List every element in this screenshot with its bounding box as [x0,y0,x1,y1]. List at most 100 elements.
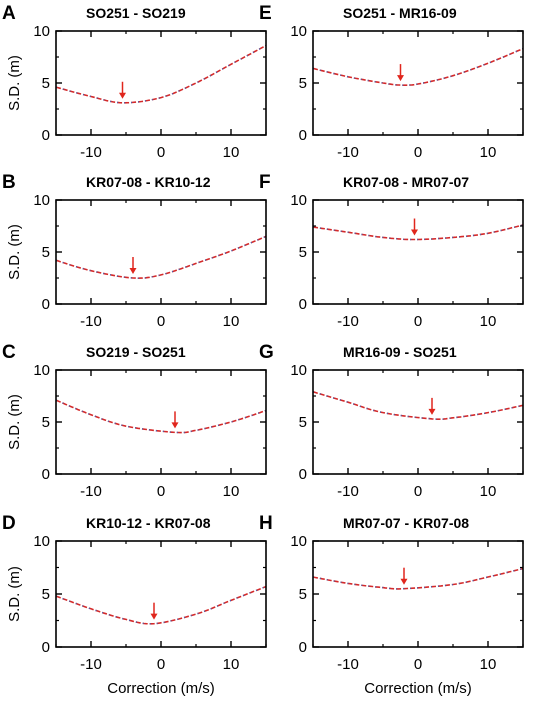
sd-curve [55,44,267,104]
y-tick-label: 10 [290,23,307,40]
x-tick-label: -10 [337,656,359,673]
y-axis-label: S.D. (m) [6,224,23,280]
minimum-arrow [428,397,436,415]
x-tick-label: 0 [414,483,422,500]
y-tick-label: 0 [42,639,50,656]
x-tick-label: 0 [414,313,422,330]
sd-curve [312,567,524,590]
y-tick-label: 5 [42,586,50,603]
plot-frame [312,540,524,648]
x-axis-label: Correction (m/s) [107,680,215,697]
minimum-arrow [171,411,179,429]
y-tick-label: 5 [42,244,50,261]
panel-d: D KR10-12 - KR07-08 -10 0 10 0 5 10 S.D. (m) Corr… [2,513,267,697]
x-tick-label: -10 [80,144,102,161]
minimum-arrow [411,218,418,236]
x-tick-label: 0 [414,144,422,161]
y-tick-label: 10 [290,192,307,209]
y-tick-label: 10 [290,533,307,550]
y-tick-label: 5 [42,75,50,92]
y-tick-label: 5 [299,244,307,261]
y-tick-label: 5 [299,414,307,431]
x-tick-label: 10 [223,144,240,161]
x-tick-label: 10 [223,656,240,673]
panel-title: SO219 - SO251 [86,344,186,360]
y-axis-label: S.D. (m) [6,55,23,111]
y-axis-label: S.D. (m) [6,566,23,622]
panel-title: SO251 - SO219 [86,5,186,21]
sd-curve [312,47,524,86]
panel-f: F KR07-08 - MR07-07 -10 0 10 0 5 10 [259,172,524,330]
panel-title: KR10-12 - KR07-08 [86,515,211,531]
panel-letter: B [2,172,16,193]
panel-letter: A [2,3,16,24]
sd-curve [55,585,267,625]
plot-frame [312,199,524,305]
sd-curve-dots [55,235,267,279]
sd-curve-dots [312,567,524,590]
x-tick-label: -10 [337,483,359,500]
y-tick-label: 10 [33,362,50,379]
sd-curve-dots [55,399,267,434]
x-tick-label: -10 [80,483,102,500]
panel-a: A SO251 - SO219 -10 0 10 0 5 10 S.D. (m) [2,3,267,161]
plot-frame [55,199,267,305]
panel-letter: D [2,513,16,534]
plot-frame [312,369,524,475]
minimum-arrow [400,567,408,585]
x-tick-label: 0 [157,483,165,500]
sd-curve-dots [55,585,267,625]
panel-letter: H [259,513,273,534]
y-tick-label: 10 [33,192,50,209]
y-tick-label: 0 [299,466,307,483]
panel-e: E SO251 - MR16-09 -10 0 10 0 5 10 [259,3,524,161]
sd-curve [312,224,524,241]
x-axis-label: Correction (m/s) [364,680,472,697]
sd-curve-dots [312,48,524,86]
x-tick-label: -10 [80,656,102,673]
x-tick-label: 10 [480,313,497,330]
panel-letter: F [259,172,271,193]
y-axis-label: S.D. (m) [6,394,23,450]
panel-title: SO251 - MR16-09 [343,5,457,21]
y-tick-label: 10 [33,23,50,40]
y-tick-label: 0 [42,127,50,144]
y-tick-label: 5 [299,586,307,603]
panel-b: B KR07-08 - KR10-12 -10 0 10 0 5 10 S.D. (m) [2,172,267,330]
x-tick-label: 10 [480,483,497,500]
panel-letter: C [2,342,16,363]
panel-title: MR07-07 - KR07-08 [343,515,469,531]
x-tick-label: 10 [480,144,497,161]
x-tick-label: 10 [480,656,497,673]
minimum-arrow [150,602,158,620]
plot-frame [55,369,267,475]
x-tick-label: 0 [157,144,165,161]
sd-curve [312,391,524,421]
sd-curve-dots [312,391,524,420]
panel-title: KR07-08 - KR10-12 [86,174,211,190]
y-tick-label: 0 [299,296,307,313]
panel-h: H MR07-07 - KR07-08 -10 0 10 0 5 10 Correction (… [259,513,524,697]
sd-curve-dots [312,224,524,241]
plot-frame [55,30,267,136]
x-tick-label: 0 [157,656,165,673]
y-tick-label: 0 [299,127,307,144]
x-tick-label: -10 [337,313,359,330]
plot-frame [55,540,267,648]
x-tick-label: 10 [223,313,240,330]
sd-curve [55,235,267,280]
panel-letter: E [259,3,272,24]
sd-curve-dots [55,44,267,104]
sd-curve [55,399,267,434]
minimum-arrow [119,81,126,99]
x-tick-label: 10 [223,483,240,500]
x-tick-label: 0 [157,313,165,330]
panel-title: KR07-08 - MR07-07 [343,174,469,190]
plot-frame [312,30,524,136]
y-tick-label: 0 [42,466,50,483]
y-tick-label: 5 [299,75,307,92]
panel-g: G MR16-09 - SO251 -10 0 10 0 5 10 [259,342,524,500]
panel-c: C SO219 - SO251 -10 0 10 0 5 10 S.D. (m) [2,342,267,500]
y-tick-label: 0 [42,296,50,313]
x-tick-label: -10 [337,144,359,161]
